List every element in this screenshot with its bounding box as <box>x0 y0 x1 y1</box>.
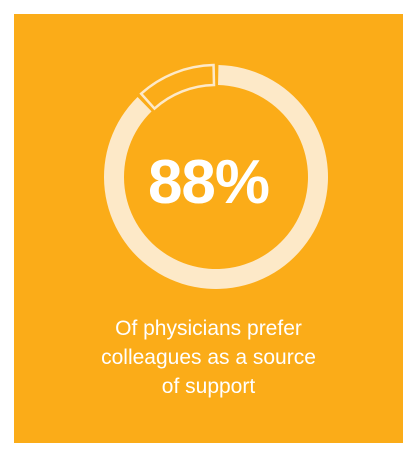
donut-slice-remaining <box>139 63 216 111</box>
percent-value: 88% <box>147 148 270 217</box>
caption-line: colleagues as a source <box>101 346 316 369</box>
caption-line: Of physicians prefer <box>115 317 302 340</box>
stat-caption: Of physicians prefer colleagues as a sou… <box>14 314 403 401</box>
donut-chart <box>104 63 328 289</box>
caption-line: of support <box>161 375 256 398</box>
stat-card: 88% Of physicians prefer colleagues as a… <box>14 14 403 443</box>
